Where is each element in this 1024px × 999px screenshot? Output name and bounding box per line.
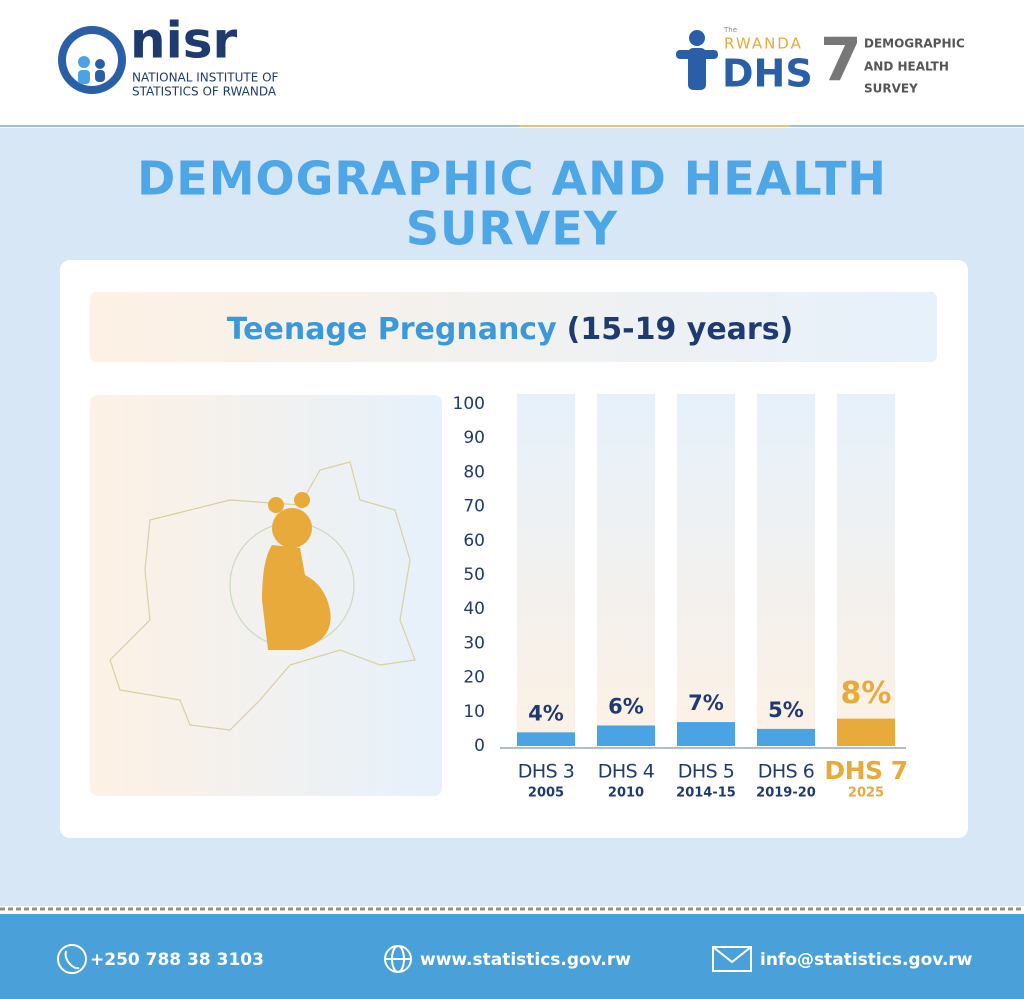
footer-phone: +250 788 38 3103: [90, 950, 264, 970]
x-tick-sublabel: 2025: [848, 786, 884, 801]
y-tick-label: 20: [463, 668, 485, 688]
illustration: [109, 461, 416, 731]
x-tick-sublabel: 2014-15: [676, 786, 736, 801]
x-tick-label: DHS 3: [518, 761, 575, 783]
value-label: 6%: [608, 694, 644, 718]
y-tick-label: 80: [463, 462, 485, 482]
y-tick-label: 100: [453, 394, 485, 414]
dhs-line: DEMOGRAPHIC: [864, 37, 965, 51]
dhs-logo-figure: [676, 30, 718, 90]
bar-track: [757, 394, 815, 746]
value-label: 5%: [768, 698, 804, 722]
org-line: NATIONAL INSTITUTE OF: [132, 71, 279, 85]
main-title: DEMOGRAPHIC AND HEALTH: [137, 152, 887, 206]
y-tick-label: 40: [463, 599, 485, 619]
bar-track: [677, 394, 735, 746]
nisr-logo: [58, 26, 126, 94]
org-name: nisr: [130, 12, 237, 70]
x-tick-label: DHS 7: [824, 756, 907, 785]
y-tick-label: 50: [463, 565, 485, 585]
main-title: SURVEY: [406, 202, 618, 256]
bar: [517, 732, 575, 746]
bar-track: [837, 394, 895, 746]
y-tick-label: 90: [463, 428, 485, 448]
org-line: STATISTICS OF RWANDA: [132, 85, 277, 99]
value-label: 4%: [528, 701, 564, 725]
bar: [837, 718, 895, 746]
footer-email: info@statistics.gov.rw: [760, 950, 973, 970]
y-tick-label: 0: [474, 736, 485, 756]
dhs-name: DHS: [722, 52, 813, 96]
value-label: 8%: [841, 676, 892, 711]
dhs-line: AND HEALTH: [864, 60, 949, 74]
x-tick-label: DHS 4: [598, 761, 655, 783]
x-tick-label: DHS 6: [758, 761, 815, 783]
subtitle-banner: [90, 292, 937, 362]
dhs-line: SURVEY: [864, 82, 918, 96]
bar: [677, 722, 735, 746]
dhs-number: 7: [820, 26, 862, 96]
dhs-country: RWANDA: [724, 35, 803, 53]
footer-bg: [0, 914, 1024, 999]
x-tick-sublabel: 2019-20: [756, 786, 816, 801]
bar-track: [517, 394, 575, 746]
footer-website: www.statistics.gov.rw: [420, 950, 631, 970]
value-label: 7%: [688, 691, 724, 715]
chart-title-main: Teenage Pregnancy: [227, 312, 557, 347]
bar: [597, 725, 655, 746]
bar: [757, 728, 815, 746]
y-tick-label: 70: [463, 497, 485, 517]
dhs-the: The: [723, 26, 737, 34]
header-bg: [0, 0, 1024, 126]
y-tick-label: 60: [463, 531, 485, 551]
bar-track: [597, 394, 655, 746]
y-tick-label: 10: [463, 702, 485, 722]
x-tick-sublabel: 2010: [608, 786, 644, 801]
x-tick-label: DHS 5: [678, 761, 735, 783]
x-tick-sublabel: 2005: [528, 786, 564, 801]
chart-subtitle: (15-19 years): [567, 312, 794, 347]
footer-icons: [57, 944, 752, 974]
chart-title: Teenage Pregnancy (15-19 years): [227, 312, 794, 347]
y-tick-label: 30: [463, 633, 485, 653]
